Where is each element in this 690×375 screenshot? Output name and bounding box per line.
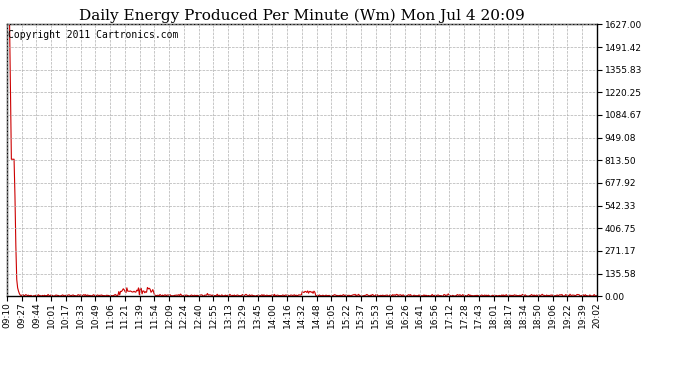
Text: Copyright 2011 Cartronics.com: Copyright 2011 Cartronics.com — [8, 30, 179, 40]
Title: Daily Energy Produced Per Minute (Wm) Mon Jul 4 20:09: Daily Energy Produced Per Minute (Wm) Mo… — [79, 9, 525, 23]
